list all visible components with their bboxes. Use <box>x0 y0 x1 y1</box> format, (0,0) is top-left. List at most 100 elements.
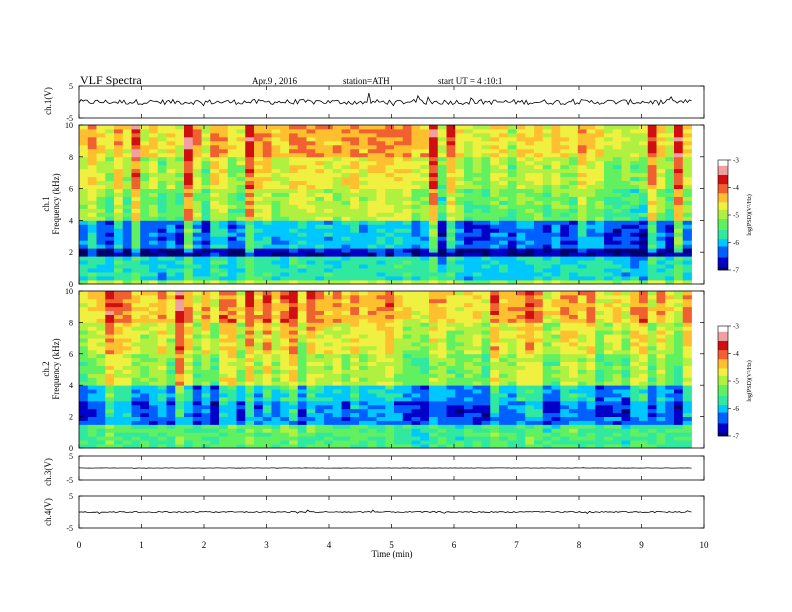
spectrogram-cell <box>551 168 561 174</box>
spectrogram-cell <box>569 136 579 142</box>
spectrogram-cell <box>201 381 211 386</box>
spectrogram-cell <box>446 160 456 166</box>
spectrogram-cell <box>105 256 115 261</box>
spectrogram-cell <box>472 330 482 335</box>
spectrogram-cell <box>394 248 404 253</box>
spectrogram-cell <box>639 345 649 351</box>
spectrogram-cell <box>516 400 526 406</box>
spectrogram-cell <box>595 444 605 449</box>
spectrogram-cell <box>192 260 202 265</box>
spectrogram-cell <box>254 132 264 138</box>
spectrogram-cell <box>499 264 509 269</box>
spectrogram-cell <box>604 342 614 347</box>
spectrogram-cell <box>350 349 360 355</box>
spectrogram-cell <box>245 424 255 429</box>
spectrogram-cell <box>271 168 281 174</box>
spectrogram-cell <box>481 280 491 285</box>
spectrogram-cell <box>472 200 482 205</box>
spectrogram-cell <box>595 184 605 190</box>
spectrogram-cell <box>219 353 229 359</box>
spectrogram-cell <box>236 396 246 402</box>
spectrogram-cell <box>656 240 666 245</box>
spectrogram-cell <box>656 334 666 339</box>
spectrogram-cell <box>516 416 526 421</box>
spectrogram-cell <box>376 334 386 339</box>
spectrogram-cell <box>402 264 412 269</box>
spectrogram-cell <box>639 228 649 233</box>
spectrogram-cell <box>647 428 657 433</box>
spectrogram-cell <box>236 144 246 150</box>
spectrogram-cell <box>560 436 570 441</box>
spectrogram-cell <box>604 436 614 441</box>
spectrogram-cell <box>140 404 150 410</box>
spectrogram-cell <box>604 128 614 134</box>
spectrogram-cell <box>359 188 369 193</box>
spectrogram-cell <box>271 373 281 378</box>
spectrogram-cell <box>96 334 106 339</box>
spectrogram-cell <box>236 361 246 366</box>
spectrogram-cell <box>525 280 535 285</box>
spectrogram-cell <box>682 393 692 398</box>
spectrogram-cell <box>481 408 491 414</box>
spectrogram-cell <box>236 338 246 343</box>
spectrogram-cell <box>560 444 570 449</box>
spectrogram-cell <box>586 385 596 390</box>
spectrogram-cell <box>350 361 360 366</box>
spectrogram-cell <box>586 196 596 201</box>
spectrogram-cell <box>385 148 395 154</box>
spectrogram-cell <box>656 172 666 178</box>
spectrogram-cell <box>192 224 202 229</box>
spectrogram-cell <box>350 168 360 174</box>
spectrogram-cell <box>542 260 552 265</box>
spectrogram-cell <box>402 357 412 363</box>
spectrogram-cell <box>376 176 386 182</box>
spectrogram-cell <box>245 334 255 339</box>
spectrogram-cell <box>481 144 491 150</box>
spectrogram-cell <box>271 342 281 347</box>
spectrogram-cell <box>586 208 596 213</box>
spectrogram-cell <box>254 136 264 142</box>
spectrogram-cell <box>306 365 316 370</box>
spectrogram-cell <box>385 172 395 178</box>
spectrogram-cell <box>569 357 579 363</box>
spectrogram-cell <box>87 345 97 351</box>
spectrogram-cell <box>437 125 447 130</box>
spectrogram-cell <box>560 240 570 245</box>
spectrogram-cell <box>542 444 552 449</box>
spectrogram-cell <box>315 152 325 158</box>
spectrogram-cell <box>569 260 579 265</box>
spectrogram-cell <box>122 264 132 269</box>
spectrogram-cell <box>184 208 194 213</box>
spectrogram-cell <box>262 369 272 374</box>
spectrogram-cell <box>569 377 579 382</box>
spectrogram-cell <box>586 361 596 366</box>
spectrogram-cell <box>682 412 692 418</box>
spectrogram-cell <box>157 412 167 418</box>
spectrogram-cell <box>525 381 535 386</box>
spectrogram-cell <box>437 353 447 359</box>
spectrogram-cell <box>534 244 544 249</box>
spectrogram-cell <box>569 132 579 138</box>
spectrogram-cell <box>341 400 351 406</box>
spectrogram-cell <box>656 156 666 162</box>
spectrogram-cell <box>87 220 97 225</box>
spectrogram-cell <box>140 349 150 355</box>
spectrogram-cell <box>131 345 141 351</box>
spectrogram-cell <box>385 334 395 339</box>
spectrogram-cell <box>289 416 299 421</box>
spectrogram-cell <box>446 164 456 170</box>
y-tick-label: 2 <box>69 248 73 257</box>
spectrogram-cell <box>227 256 237 261</box>
spectrogram-cell <box>359 342 369 347</box>
spectrogram-cell <box>569 268 579 273</box>
spectrogram-cell <box>166 188 176 193</box>
spectrogram-cell <box>367 216 377 221</box>
spectrogram-cell <box>534 248 544 253</box>
spectrogram-cell <box>297 412 307 418</box>
spectrogram-cell <box>411 128 421 134</box>
spectrogram-cell <box>551 444 561 449</box>
spectrogram-cell <box>227 373 237 378</box>
spectrogram-cell <box>192 172 202 178</box>
spectrogram-cell <box>516 420 526 425</box>
spectrogram-cell <box>341 152 351 158</box>
